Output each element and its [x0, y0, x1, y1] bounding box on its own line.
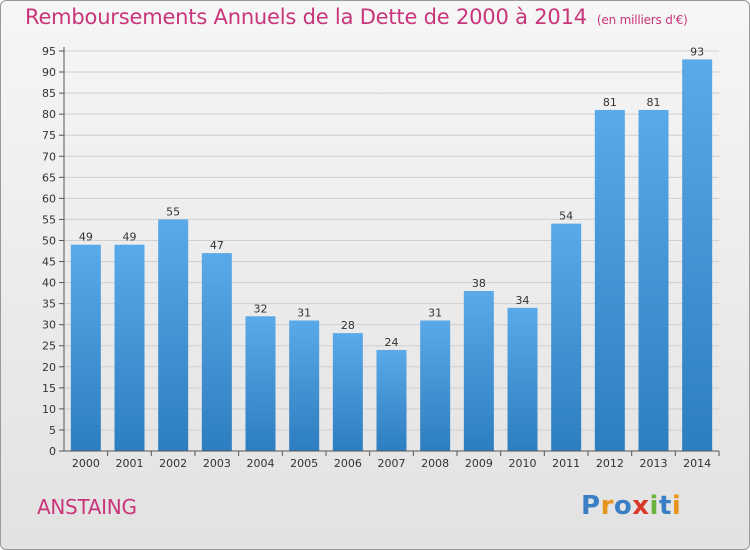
title-text: Remboursements Annuels de la Dette de 20…	[25, 5, 587, 29]
chart-title: Remboursements Annuels de la Dette de 20…	[25, 5, 688, 29]
y-tick-label: 75	[42, 129, 56, 142]
bar	[420, 320, 451, 451]
bar	[376, 349, 407, 451]
x-tick-label: 2003	[203, 457, 231, 470]
data-label: 81	[647, 96, 661, 109]
x-tick-label: 2010	[509, 457, 537, 470]
x-tick-label: 2004	[247, 457, 275, 470]
logo-letter: x	[632, 491, 650, 521]
x-tick-label: 2008	[421, 457, 449, 470]
y-tick-label: 0	[49, 445, 56, 458]
y-tick-label: 65	[42, 171, 56, 184]
logo-letter: i	[671, 491, 682, 521]
y-tick-label: 55	[42, 213, 56, 226]
bar	[507, 307, 538, 451]
logo-letter: t	[658, 491, 672, 521]
y-tick-label: 5	[49, 424, 56, 437]
logo-letter: i	[649, 491, 659, 521]
y-tick-label: 90	[42, 66, 56, 79]
y-tick-label: 60	[42, 192, 56, 205]
x-tick-label: 2013	[640, 457, 668, 470]
bar	[551, 223, 582, 451]
x-tick-label: 2007	[378, 457, 406, 470]
data-label: 24	[385, 336, 399, 349]
y-tick-label: 40	[42, 277, 56, 290]
y-tick-label: 85	[42, 87, 56, 100]
data-label: 47	[210, 239, 224, 252]
bar	[289, 320, 320, 451]
bar	[158, 219, 189, 451]
y-tick-label: 45	[42, 256, 56, 269]
data-label: 31	[428, 306, 442, 319]
y-tick-label: 50	[42, 234, 56, 247]
y-tick-label: 80	[42, 108, 56, 121]
data-label: 81	[603, 96, 617, 109]
x-tick-label: 2005	[290, 457, 318, 470]
commune-name: ANSTAING	[37, 495, 137, 519]
axes: 0 5 10 15 20 25 30 35 40 45 50 55 60 65 70 75 80 85 90 95 20…	[42, 45, 720, 470]
x-tick-label: 2001	[116, 457, 144, 470]
title-unit: (en milliers d'€)	[596, 13, 688, 27]
bar	[201, 253, 232, 451]
bar	[463, 291, 494, 451]
data-label: 34	[516, 294, 530, 307]
data-label: 49	[123, 231, 137, 244]
y-tick-label: 20	[42, 361, 56, 374]
y-tick-label: 25	[42, 340, 56, 353]
data-label: 55	[166, 205, 180, 218]
proxiti-logo: Proxiti	[581, 491, 681, 521]
x-tick-label: 2002	[159, 457, 187, 470]
y-tick-label: 10	[42, 403, 56, 416]
y-tick-label: 15	[42, 382, 56, 395]
bar	[594, 109, 625, 452]
y-tick-label: 95	[42, 45, 56, 58]
x-tick-label: 2009	[465, 457, 493, 470]
data-label: 38	[472, 277, 486, 290]
bar	[332, 333, 363, 451]
data-label: 54	[559, 210, 573, 223]
y-tick-label: 70	[42, 150, 56, 163]
bar	[245, 316, 276, 451]
bar	[682, 59, 713, 451]
logo-letter: P	[581, 491, 601, 521]
bars: 49 49 55 47 32 31 28 24 31 38 34 54 81 81 93	[70, 45, 713, 452]
data-label: 93	[690, 45, 704, 58]
data-label: 28	[341, 319, 355, 332]
x-tick-label: 2012	[596, 457, 624, 470]
x-tick-label: 2006	[334, 457, 362, 470]
logo-letter: r	[600, 491, 614, 521]
data-label: 31	[297, 306, 311, 319]
y-tick-label: 30	[42, 319, 56, 332]
logo-letter: o	[613, 491, 633, 521]
data-label: 32	[254, 302, 268, 315]
data-label: 49	[79, 231, 93, 244]
bar	[114, 244, 145, 451]
x-tick-label: 2014	[683, 457, 711, 470]
y-tick-label: 35	[42, 298, 56, 311]
x-tick-label: 2000	[72, 457, 100, 470]
bar	[70, 244, 101, 451]
x-tick-label: 2011	[552, 457, 580, 470]
bar	[638, 109, 669, 452]
